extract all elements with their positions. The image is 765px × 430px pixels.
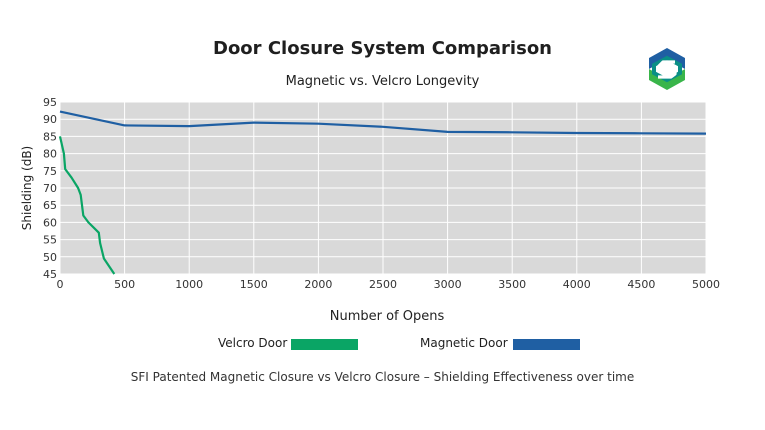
x-tick-label: 3000: [434, 278, 462, 291]
y-tick-label: 85: [43, 130, 57, 143]
chart-title: Door Closure System Comparison: [213, 38, 552, 59]
x-tick-label: 2000: [304, 278, 332, 291]
x-tick-label: 500: [114, 278, 135, 291]
y-tick-label: 70: [43, 182, 57, 195]
magnetic-door-line: [59, 110, 707, 135]
x-tick-label: 1500: [240, 278, 268, 291]
chart-caption: SFI Patented Magnetic Closure vs Velcro …: [130, 370, 635, 384]
x-tick-label: 1000: [175, 278, 203, 291]
x-tick-label: 4500: [627, 278, 655, 291]
legend-swatch-magnetic: [513, 339, 580, 350]
y-tick-label: 95: [43, 96, 57, 109]
y-tick-label: 75: [43, 165, 57, 178]
x-axis-label: Number of Opens: [330, 309, 445, 324]
y-tick-label: 90: [43, 113, 57, 126]
chart-subtitle: Magnetic vs. Velcro Longevity: [285, 74, 480, 89]
legend-swatch-velcro: [291, 339, 358, 350]
legend-label-velcro: Velcro Door: [218, 336, 288, 350]
sfi-s-logo-icon: [649, 48, 685, 90]
x-tick-label: 3500: [498, 278, 526, 291]
velcro-door-line: [58, 136, 116, 275]
y-tick-label: 80: [43, 148, 57, 161]
x-tick-label: 5000: [692, 278, 720, 291]
y-tick-label: 55: [43, 234, 57, 247]
y-tick-label: 50: [43, 251, 57, 264]
y-tick-label: 60: [43, 216, 57, 229]
y-tick-label: 65: [43, 199, 57, 212]
x-tick-label: 2500: [369, 278, 397, 291]
y-tick-label: 45: [43, 268, 57, 281]
x-tick-label: 0: [57, 278, 64, 291]
logo-s: [657, 60, 677, 79]
y-axis-label: Shielding (dB): [20, 146, 34, 230]
logo-band: [652, 55, 682, 83]
legend-label-magnetic: Magnetic Door: [420, 336, 508, 350]
x-tick-label: 4000: [563, 278, 591, 291]
